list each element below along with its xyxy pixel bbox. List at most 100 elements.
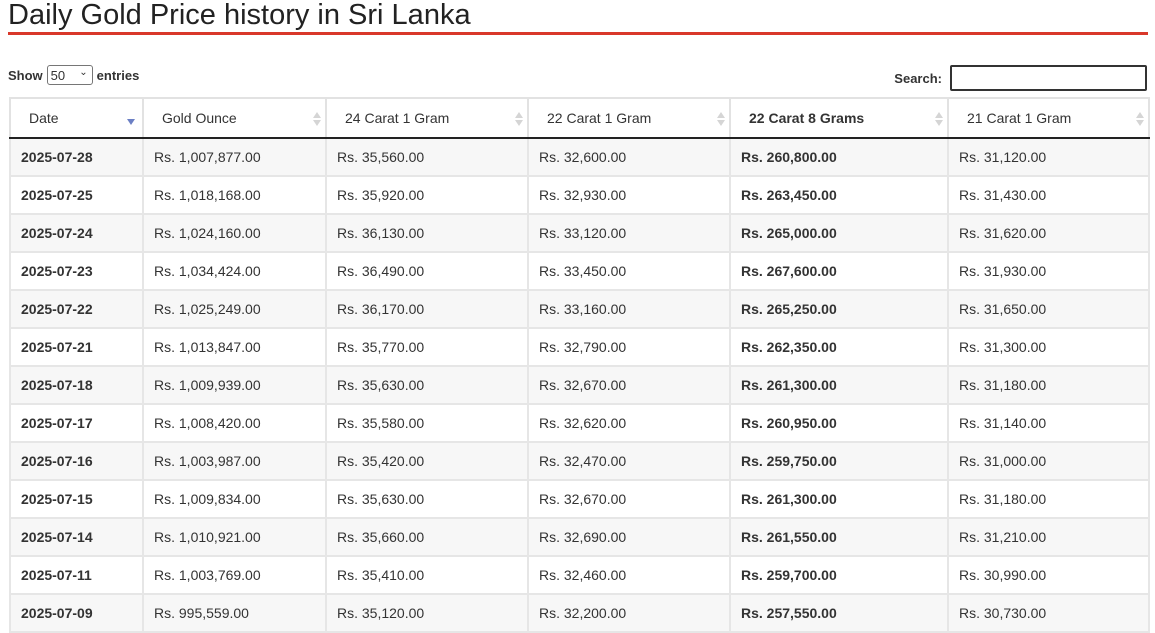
- search-input[interactable]: [950, 65, 1147, 91]
- page-title: Daily Gold Price history in Sri Lanka: [8, 0, 471, 31]
- date-cell: 2025-07-17: [9, 403, 144, 443]
- carat-21-1g-cell: Rs. 31,180.00: [947, 365, 1150, 405]
- gold-ounce-cell: Rs. 1,025,249.00: [142, 289, 327, 329]
- carat-21-1g-cell: Rs. 31,140.00: [947, 403, 1150, 443]
- entries-per-page-select[interactable]: 50 ⌄: [46, 65, 93, 85]
- carat-21-1g-cell: Rs. 31,000.00: [947, 441, 1150, 481]
- table-row: 2025-07-23 Rs. 1,034,424.00 Rs. 36,490.00 R…: [9, 251, 1150, 291]
- table-row: 2025-07-28 Rs. 1,007,877.00 Rs. 35,560.00 R…: [9, 137, 1150, 177]
- carat-24-1g-cell: Rs. 35,660.00: [325, 517, 529, 557]
- carat-22-8g-cell: Rs. 265,250.00: [729, 289, 949, 329]
- carat-22-8g-cell: Rs. 265,000.00: [729, 213, 949, 253]
- gold-price-table: Date Gold Ounce 24 Carat 1 Gram 22 Carat…: [9, 97, 1150, 633]
- carat-24-1g-cell: Rs. 35,410.00: [325, 555, 529, 595]
- carat-24-1g-cell: Rs. 35,770.00: [325, 327, 529, 367]
- carat-21-1g-cell: Rs. 31,650.00: [947, 289, 1150, 329]
- carat-22-8g-cell: Rs. 263,450.00: [729, 175, 949, 215]
- carat-22-1g-cell: Rs. 32,930.00: [527, 175, 731, 215]
- carat-21-1g-cell: Rs. 30,730.00: [947, 593, 1150, 633]
- carat-22-8g-cell: Rs. 260,950.00: [729, 403, 949, 443]
- carat-22-8g-cell: Rs. 260,800.00: [729, 137, 949, 177]
- entries-per-page-value: 50: [50, 67, 66, 83]
- date-cell: 2025-07-23: [9, 251, 144, 291]
- carat-22-1g-cell: Rs. 32,460.00: [527, 555, 731, 595]
- column-header-24-carat-1-gram[interactable]: 24 Carat 1 Gram: [325, 97, 529, 139]
- gold-ounce-cell: Rs. 1,008,420.00: [142, 403, 327, 443]
- table-row: 2025-07-24 Rs. 1,024,160.00 Rs. 36,130.00 R…: [9, 213, 1150, 253]
- date-cell: 2025-07-28: [9, 137, 144, 177]
- title-underline: [8, 32, 1148, 35]
- carat-24-1g-cell: Rs. 35,920.00: [325, 175, 529, 215]
- date-cell: 2025-07-15: [9, 479, 144, 519]
- column-header-22-carat-8-grams[interactable]: 22 Carat 8 Grams: [729, 97, 949, 139]
- carat-22-1g-cell: Rs. 32,670.00: [527, 365, 731, 405]
- date-cell: 2025-07-14: [9, 517, 144, 557]
- carat-22-1g-cell: Rs. 33,450.00: [527, 251, 731, 291]
- date-cell: 2025-07-09: [9, 593, 144, 633]
- date-cell: 2025-07-21: [9, 327, 144, 367]
- entries-length-control: Show 50 ⌄ entries: [8, 65, 139, 85]
- carat-24-1g-cell: Rs. 35,630.00: [325, 479, 529, 519]
- carat-22-1g-cell: Rs. 33,160.00: [527, 289, 731, 329]
- chevron-down-icon: ⌄: [79, 67, 88, 78]
- carat-24-1g-cell: Rs. 35,560.00: [325, 137, 529, 177]
- gold-ounce-cell: Rs. 995,559.00: [142, 593, 327, 633]
- carat-21-1g-cell: Rs. 31,620.00: [947, 213, 1150, 253]
- sort-both-icon: [717, 112, 725, 126]
- date-cell: 2025-07-24: [9, 213, 144, 253]
- carat-21-1g-cell: Rs. 31,930.00: [947, 251, 1150, 291]
- table-row: 2025-07-11 Rs. 1,003,769.00 Rs. 35,410.00 R…: [9, 555, 1150, 595]
- table-row: 2025-07-22 Rs. 1,025,249.00 Rs. 36,170.00 R…: [9, 289, 1150, 329]
- date-cell: 2025-07-25: [9, 175, 144, 215]
- search-label: Search:: [894, 70, 942, 86]
- carat-22-8g-cell: Rs. 259,700.00: [729, 555, 949, 595]
- carat-24-1g-cell: Rs. 36,170.00: [325, 289, 529, 329]
- gold-ounce-cell: Rs. 1,018,168.00: [142, 175, 327, 215]
- sort-descending-icon: [127, 119, 135, 125]
- carat-21-1g-cell: Rs. 31,300.00: [947, 327, 1150, 367]
- sort-both-icon: [1136, 112, 1144, 126]
- carat-21-1g-cell: Rs. 30,990.00: [947, 555, 1150, 595]
- table-row: 2025-07-09 Rs. 995,559.00 Rs. 35,120.00 Rs.…: [9, 593, 1150, 633]
- table-row: 2025-07-21 Rs. 1,013,847.00 Rs. 35,770.00 R…: [9, 327, 1150, 367]
- sort-both-icon: [935, 112, 943, 126]
- gold-ounce-cell: Rs. 1,003,769.00: [142, 555, 327, 595]
- entries-label: entries: [96, 67, 140, 83]
- column-header-gold-ounce[interactable]: Gold Ounce: [142, 97, 327, 139]
- date-cell: 2025-07-16: [9, 441, 144, 481]
- carat-22-1g-cell: Rs. 32,690.00: [527, 517, 731, 557]
- column-header-21-carat-1-gram[interactable]: 21 Carat 1 Gram: [947, 97, 1150, 139]
- table-header-row: Date Gold Ounce 24 Carat 1 Gram 22 Carat…: [9, 97, 1150, 139]
- carat-22-8g-cell: Rs. 257,550.00: [729, 593, 949, 633]
- sort-both-icon: [515, 112, 523, 126]
- carat-21-1g-cell: Rs. 31,180.00: [947, 479, 1150, 519]
- carat-24-1g-cell: Rs. 36,490.00: [325, 251, 529, 291]
- carat-24-1g-cell: Rs. 35,120.00: [325, 593, 529, 633]
- gold-ounce-cell: Rs. 1,009,834.00: [142, 479, 327, 519]
- carat-22-1g-cell: Rs. 32,470.00: [527, 441, 731, 481]
- carat-22-1g-cell: Rs. 32,790.00: [527, 327, 731, 367]
- carat-22-1g-cell: Rs. 32,200.00: [527, 593, 731, 633]
- carat-22-1g-cell: Rs. 32,620.00: [527, 403, 731, 443]
- carat-22-8g-cell: Rs. 262,350.00: [729, 327, 949, 367]
- gold-ounce-cell: Rs. 1,007,877.00: [142, 137, 327, 177]
- column-header-22-carat-1-gram[interactable]: 22 Carat 1 Gram: [527, 97, 731, 139]
- carat-22-1g-cell: Rs. 32,600.00: [527, 137, 731, 177]
- carat-21-1g-cell: Rs. 31,430.00: [947, 175, 1150, 215]
- gold-ounce-cell: Rs. 1,024,160.00: [142, 213, 327, 253]
- gold-ounce-cell: Rs. 1,009,939.00: [142, 365, 327, 405]
- gold-ounce-cell: Rs. 1,013,847.00: [142, 327, 327, 367]
- column-header-date[interactable]: Date: [9, 97, 144, 139]
- show-label: Show: [8, 67, 43, 83]
- gold-ounce-cell: Rs. 1,034,424.00: [142, 251, 327, 291]
- table-row: 2025-07-15 Rs. 1,009,834.00 Rs. 35,630.00 R…: [9, 479, 1150, 519]
- carat-22-8g-cell: Rs. 267,600.00: [729, 251, 949, 291]
- search-control: Search:: [894, 65, 1147, 91]
- table-row: 2025-07-25 Rs. 1,018,168.00 Rs. 35,920.00 R…: [9, 175, 1150, 215]
- carat-21-1g-cell: Rs. 31,120.00: [947, 137, 1150, 177]
- date-cell: 2025-07-11: [9, 555, 144, 595]
- table-row: 2025-07-17 Rs. 1,008,420.00 Rs. 35,580.00 R…: [9, 403, 1150, 443]
- date-cell: 2025-07-22: [9, 289, 144, 329]
- table-row: 2025-07-14 Rs. 1,010,921.00 Rs. 35,660.00 R…: [9, 517, 1150, 557]
- date-cell: 2025-07-18: [9, 365, 144, 405]
